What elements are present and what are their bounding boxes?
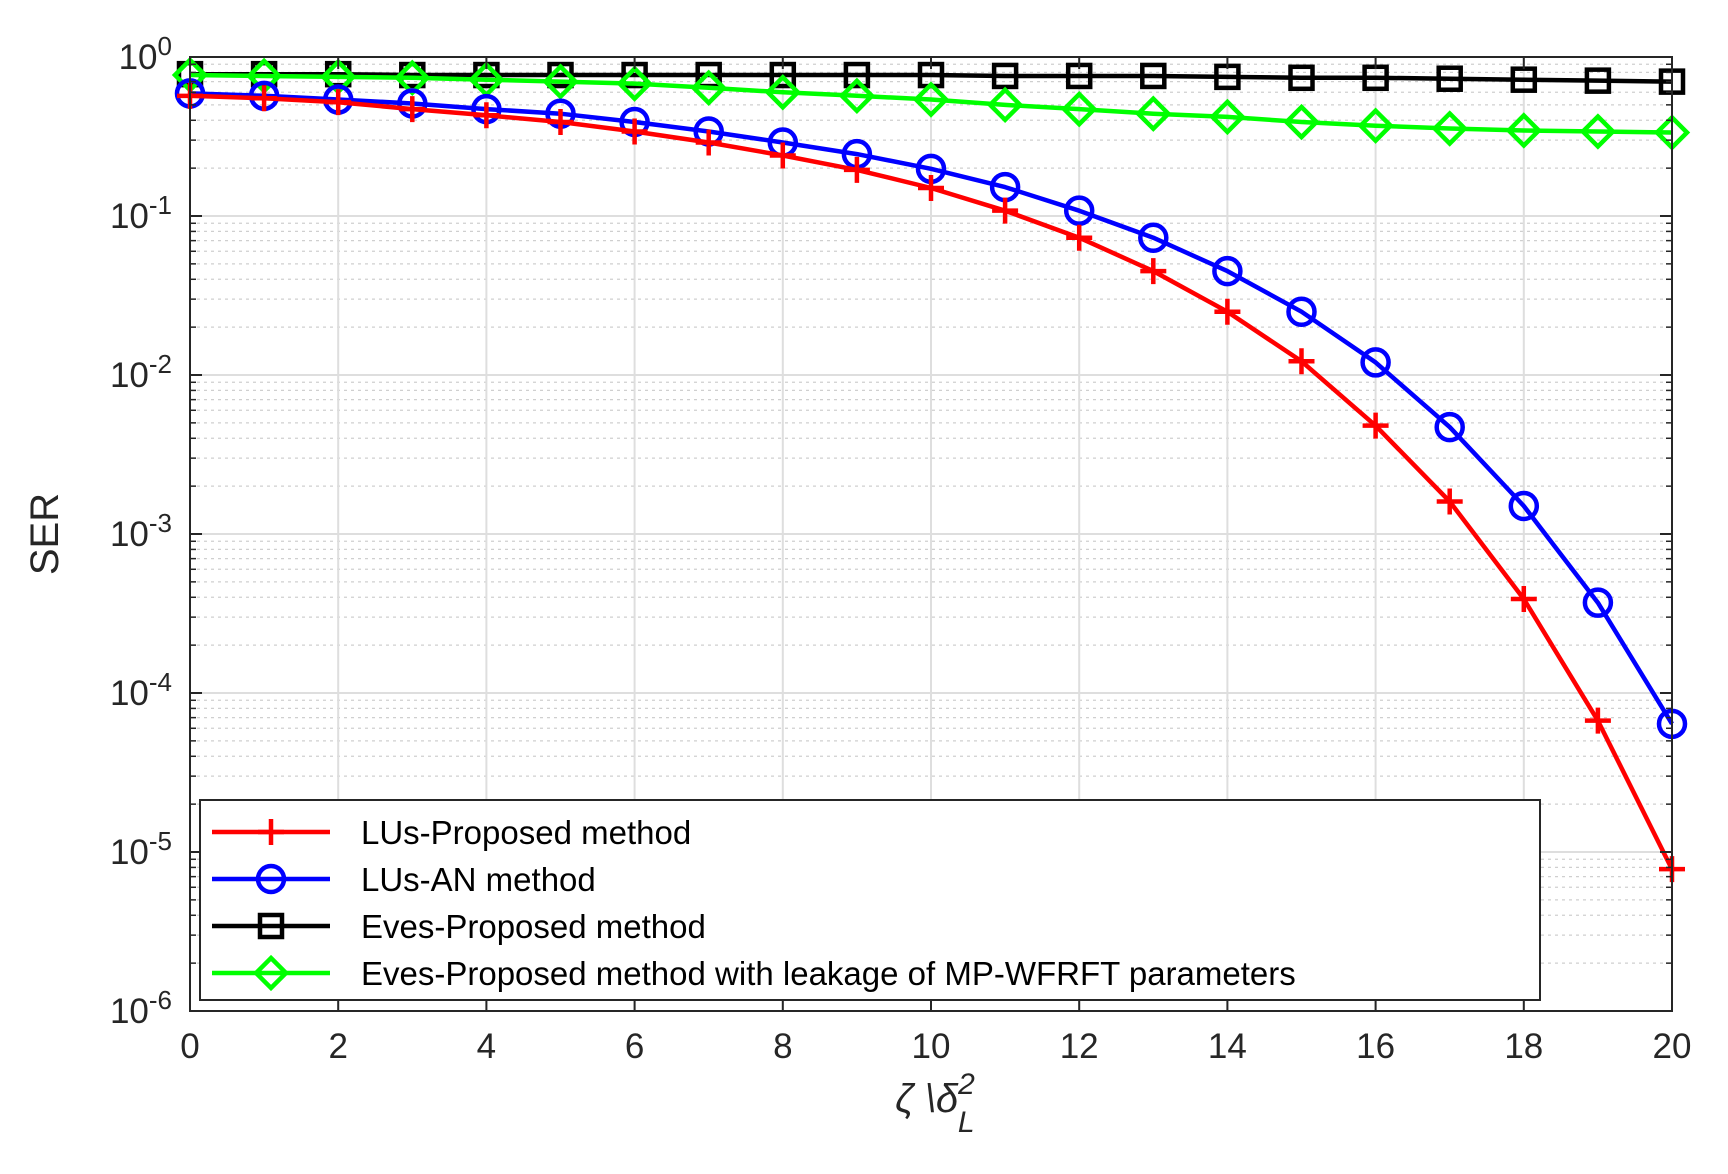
data-point-diamond: [616, 65, 653, 102]
x-tick-label: 20: [1653, 1027, 1692, 1066]
data-point-plus: [1510, 586, 1537, 613]
x-axis-label: ζ \δ2 L: [895, 1068, 975, 1139]
data-point-plus: [325, 89, 352, 116]
legend-label: LUs-Proposed method: [361, 814, 691, 851]
x-tick-label: 14: [1208, 1027, 1247, 1066]
x-tick-label: 0: [180, 1027, 199, 1066]
data-point-diamond: [764, 74, 801, 111]
data-point-circle: [1582, 587, 1614, 618]
data-point-square: [843, 61, 871, 89]
data-point-diamond: [1061, 90, 1098, 128]
x-tick-label: 18: [1504, 1027, 1543, 1066]
data-point-plus: [1436, 488, 1463, 515]
series-lus-proposed-method: [177, 82, 1685, 883]
data-point-diamond: [1135, 95, 1172, 132]
data-point-diamond: [394, 59, 431, 96]
legend-entry: LUs-AN method: [212, 861, 596, 898]
data-point-circle: [1286, 296, 1317, 327]
data-point-plus: [695, 129, 722, 156]
x-tick-label: 2: [328, 1027, 347, 1066]
data-point-diamond: [1579, 113, 1617, 150]
legend-marker-square: [257, 912, 285, 940]
data-point-diamond: [1357, 107, 1394, 144]
data-point-plus: [251, 85, 278, 112]
y-tick-label: 10-6: [110, 985, 172, 1031]
legend-entry: LUs-Proposed method: [212, 814, 691, 851]
data-point-diamond: [912, 81, 950, 118]
y-tick-label: 10-3: [110, 508, 172, 554]
legend-marker-diamond: [252, 954, 290, 992]
data-point-plus: [399, 96, 426, 123]
legend-label: Eves-Proposed method with leakage of MP-…: [361, 955, 1296, 992]
x-tick-label: 12: [1060, 1027, 1099, 1066]
data-point-diamond: [542, 63, 579, 100]
data-point-diamond: [1505, 112, 1542, 149]
data-point-plus: [1214, 298, 1241, 325]
axis-labels: SER ζ \δ2 L: [23, 493, 975, 1139]
data-point-plus: [547, 109, 574, 136]
legend-entry: Eves-Proposed method with leakage of MP-…: [212, 954, 1296, 992]
y-tick-label: 10-5: [110, 826, 172, 872]
legend-marker-plus: [258, 819, 284, 845]
data-point-circle: [1508, 490, 1540, 522]
legend-entry: Eves-Proposed method: [212, 908, 706, 945]
data-point-square: [1140, 62, 1167, 90]
series-line: [190, 71, 1673, 84]
data-point-diamond: [1431, 110, 1468, 147]
data-point-circle: [1063, 195, 1095, 226]
y-tick-label: 100: [119, 31, 172, 77]
data-point-diamond: [986, 86, 1024, 124]
data-point-square: [1288, 64, 1315, 92]
y-tick-label: 10-4: [110, 667, 172, 713]
data-point-diamond: [1209, 98, 1246, 136]
data-point-plus: [992, 197, 1019, 224]
data-point-plus: [918, 175, 944, 202]
legend-label: LUs-AN method: [361, 861, 596, 898]
x-tick-label: 8: [773, 1027, 792, 1066]
data-point-square: [1436, 65, 1463, 92]
data-point-diamond: [1283, 103, 1320, 141]
x-tick-label: 16: [1356, 1027, 1395, 1066]
x-tick-label: 6: [625, 1027, 644, 1066]
data-point-circle: [1138, 222, 1169, 253]
y-tick-label: 10-1: [110, 190, 172, 236]
series-line: [189, 91, 1674, 725]
data-point-plus: [1584, 707, 1611, 734]
series-line: [189, 72, 1673, 135]
data-point-diamond: [690, 69, 727, 106]
legend: LUs-Proposed method LUs-AN method Eves-Pro…: [199, 799, 1541, 1001]
data-point-square: [1584, 67, 1612, 94]
legend-box: [199, 799, 1541, 1001]
data-point-circle: [1434, 411, 1465, 443]
legend-label: Eves-Proposed method: [361, 908, 706, 945]
data-point-diamond: [838, 77, 876, 114]
data-point-plus: [621, 118, 648, 145]
data-point-circle: [1360, 347, 1391, 378]
data-point-plus: [1288, 348, 1315, 375]
data-point-plus: [473, 102, 500, 129]
x-tick-label: 10: [912, 1027, 951, 1066]
legend-marker-circle: [255, 863, 287, 895]
ticks: 0 2 4 6 8 10 12 14 16 18 20 10-6 10-5 10-4 10-3 10-2 10-…: [110, 31, 1692, 1066]
data-point-plus: [843, 156, 870, 183]
y-axis-label: SER: [23, 493, 67, 575]
data-point-plus: [1362, 412, 1389, 439]
y-tick-label: 10-2: [110, 349, 172, 395]
data-point-plus: [1140, 258, 1167, 285]
data-point-plus: [1066, 224, 1093, 251]
x-tick-label: 4: [477, 1027, 496, 1066]
data-point-plus: [769, 142, 796, 169]
data-point-circle: [1212, 255, 1243, 287]
